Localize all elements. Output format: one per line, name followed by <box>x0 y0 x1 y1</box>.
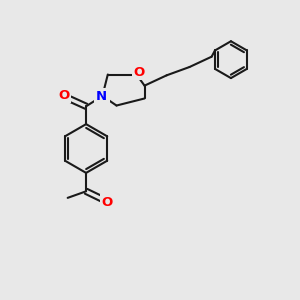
Text: O: O <box>58 88 70 101</box>
Text: O: O <box>133 66 145 79</box>
Text: O: O <box>101 196 112 208</box>
Text: N: N <box>98 89 109 102</box>
Text: N: N <box>95 90 106 103</box>
